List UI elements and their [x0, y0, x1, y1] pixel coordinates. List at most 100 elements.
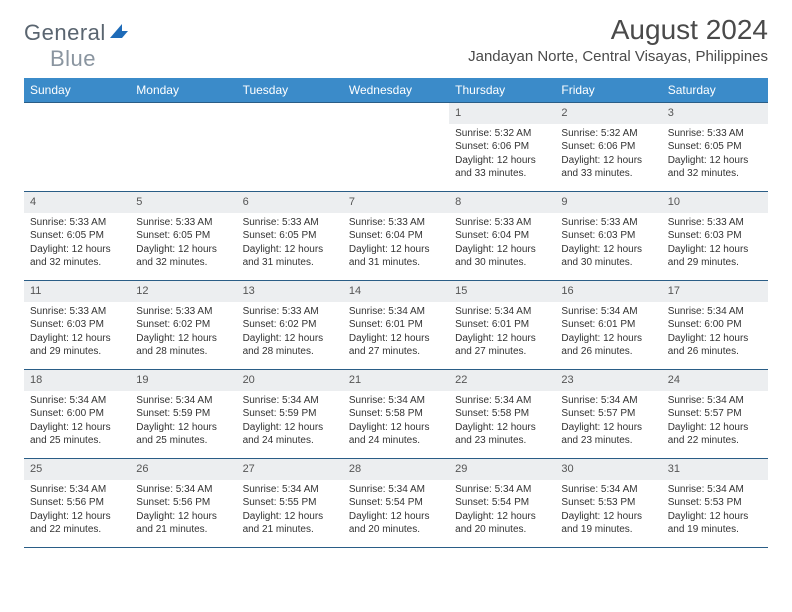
- daylight-line-1: Daylight: 12 hours: [30, 421, 124, 435]
- daylight-line-2: and 19 minutes.: [561, 523, 655, 537]
- sunset-line: Sunset: 5:59 PM: [243, 407, 337, 421]
- daylight-line-2: and 20 minutes.: [349, 523, 443, 537]
- day-body: Sunrise: 5:34 AMSunset: 5:58 PMDaylight:…: [449, 391, 555, 453]
- day-number: 18: [24, 370, 130, 391]
- day-cell: 25Sunrise: 5:34 AMSunset: 5:56 PMDayligh…: [24, 459, 130, 547]
- daylight-line-2: and 25 minutes.: [136, 434, 230, 448]
- day-body: Sunrise: 5:34 AMSunset: 5:56 PMDaylight:…: [24, 480, 130, 542]
- daylight-line-1: Daylight: 12 hours: [455, 243, 549, 257]
- day-body: Sunrise: 5:34 AMSunset: 6:01 PMDaylight:…: [555, 302, 661, 364]
- day-body: Sunrise: 5:33 AMSunset: 6:02 PMDaylight:…: [130, 302, 236, 364]
- day-number: 30: [555, 459, 661, 480]
- sunset-line: Sunset: 6:06 PM: [561, 140, 655, 154]
- day-number: 4: [24, 192, 130, 213]
- daylight-line-1: Daylight: 12 hours: [243, 510, 337, 524]
- sunrise-line: Sunrise: 5:34 AM: [455, 305, 549, 319]
- day-number: 9: [555, 192, 661, 213]
- day-cell: 5Sunrise: 5:33 AMSunset: 6:05 PMDaylight…: [130, 192, 236, 280]
- day-body: Sunrise: 5:34 AMSunset: 5:54 PMDaylight:…: [449, 480, 555, 542]
- day-cell: 19Sunrise: 5:34 AMSunset: 5:59 PMDayligh…: [130, 370, 236, 458]
- day-body: Sunrise: 5:34 AMSunset: 6:00 PMDaylight:…: [662, 302, 768, 364]
- day-number: 28: [343, 459, 449, 480]
- day-cell: 13Sunrise: 5:33 AMSunset: 6:02 PMDayligh…: [237, 281, 343, 369]
- week-row: 1Sunrise: 5:32 AMSunset: 6:06 PMDaylight…: [24, 103, 768, 192]
- day-number: 27: [237, 459, 343, 480]
- daylight-line-1: Daylight: 12 hours: [455, 332, 549, 346]
- sunset-line: Sunset: 6:05 PM: [30, 229, 124, 243]
- sunrise-line: Sunrise: 5:32 AM: [561, 127, 655, 141]
- day-number: 21: [343, 370, 449, 391]
- day-body: Sunrise: 5:34 AMSunset: 6:00 PMDaylight:…: [24, 391, 130, 453]
- daylight-line-1: Daylight: 12 hours: [136, 332, 230, 346]
- daylight-line-2: and 33 minutes.: [455, 167, 549, 181]
- day-cell: 18Sunrise: 5:34 AMSunset: 6:00 PMDayligh…: [24, 370, 130, 458]
- day-number: 29: [449, 459, 555, 480]
- sunrise-line: Sunrise: 5:34 AM: [243, 483, 337, 497]
- daylight-line-1: Daylight: 12 hours: [668, 332, 762, 346]
- sunset-line: Sunset: 6:03 PM: [668, 229, 762, 243]
- header: General Blue August 2024 Jandayan Norte,…: [24, 14, 768, 72]
- daylight-line-1: Daylight: 12 hours: [668, 510, 762, 524]
- day-number: 5: [130, 192, 236, 213]
- daylight-line-1: Daylight: 12 hours: [455, 421, 549, 435]
- day-cell: [237, 103, 343, 191]
- sunrise-line: Sunrise: 5:34 AM: [349, 394, 443, 408]
- day-cell: 27Sunrise: 5:34 AMSunset: 5:55 PMDayligh…: [237, 459, 343, 547]
- day-body: Sunrise: 5:34 AMSunset: 5:58 PMDaylight:…: [343, 391, 449, 453]
- day-number: 31: [662, 459, 768, 480]
- day-body: Sunrise: 5:33 AMSunset: 6:04 PMDaylight:…: [343, 213, 449, 275]
- sunset-line: Sunset: 6:05 PM: [243, 229, 337, 243]
- day-body: Sunrise: 5:34 AMSunset: 5:57 PMDaylight:…: [555, 391, 661, 453]
- dayname-row: Sunday Monday Tuesday Wednesday Thursday…: [24, 78, 768, 102]
- daylight-line-2: and 31 minutes.: [349, 256, 443, 270]
- day-number: 19: [130, 370, 236, 391]
- daylight-line-1: Daylight: 12 hours: [561, 154, 655, 168]
- daylight-line-1: Daylight: 12 hours: [561, 510, 655, 524]
- sunset-line: Sunset: 6:01 PM: [455, 318, 549, 332]
- day-number: 23: [555, 370, 661, 391]
- day-number: 22: [449, 370, 555, 391]
- sunset-line: Sunset: 6:01 PM: [349, 318, 443, 332]
- daylight-line-1: Daylight: 12 hours: [30, 243, 124, 257]
- day-cell: 16Sunrise: 5:34 AMSunset: 6:01 PMDayligh…: [555, 281, 661, 369]
- dayname: Wednesday: [343, 78, 449, 102]
- sunrise-line: Sunrise: 5:33 AM: [136, 305, 230, 319]
- day-body: Sunrise: 5:34 AMSunset: 5:53 PMDaylight:…: [662, 480, 768, 542]
- day-body: Sunrise: 5:34 AMSunset: 5:53 PMDaylight:…: [555, 480, 661, 542]
- brand-logo: General Blue: [24, 20, 128, 72]
- sunrise-line: Sunrise: 5:34 AM: [136, 483, 230, 497]
- daylight-line-1: Daylight: 12 hours: [243, 243, 337, 257]
- daylight-line-2: and 21 minutes.: [136, 523, 230, 537]
- dayname: Thursday: [449, 78, 555, 102]
- daylight-line-2: and 27 minutes.: [349, 345, 443, 359]
- day-number: [130, 103, 236, 124]
- daylight-line-2: and 22 minutes.: [668, 434, 762, 448]
- day-cell: 4Sunrise: 5:33 AMSunset: 6:05 PMDaylight…: [24, 192, 130, 280]
- day-cell: 15Sunrise: 5:34 AMSunset: 6:01 PMDayligh…: [449, 281, 555, 369]
- day-cell: 7Sunrise: 5:33 AMSunset: 6:04 PMDaylight…: [343, 192, 449, 280]
- daylight-line-2: and 32 minutes.: [136, 256, 230, 270]
- sunrise-line: Sunrise: 5:34 AM: [561, 483, 655, 497]
- day-body: Sunrise: 5:33 AMSunset: 6:03 PMDaylight:…: [24, 302, 130, 364]
- day-number: 24: [662, 370, 768, 391]
- day-number: [24, 103, 130, 124]
- daylight-line-1: Daylight: 12 hours: [668, 421, 762, 435]
- daylight-line-2: and 32 minutes.: [668, 167, 762, 181]
- day-number: 11: [24, 281, 130, 302]
- daylight-line-1: Daylight: 12 hours: [136, 510, 230, 524]
- day-number: 14: [343, 281, 449, 302]
- day-body: Sunrise: 5:34 AMSunset: 5:56 PMDaylight:…: [130, 480, 236, 542]
- brand-text: General Blue: [24, 20, 128, 72]
- day-body: Sunrise: 5:34 AMSunset: 6:01 PMDaylight:…: [343, 302, 449, 364]
- sunset-line: Sunset: 5:57 PM: [668, 407, 762, 421]
- daylight-line-1: Daylight: 12 hours: [30, 510, 124, 524]
- sunset-line: Sunset: 6:00 PM: [668, 318, 762, 332]
- daylight-line-1: Daylight: 12 hours: [668, 243, 762, 257]
- day-cell: 14Sunrise: 5:34 AMSunset: 6:01 PMDayligh…: [343, 281, 449, 369]
- day-cell: 24Sunrise: 5:34 AMSunset: 5:57 PMDayligh…: [662, 370, 768, 458]
- daylight-line-2: and 24 minutes.: [349, 434, 443, 448]
- sunrise-line: Sunrise: 5:33 AM: [668, 127, 762, 141]
- day-cell: 3Sunrise: 5:33 AMSunset: 6:05 PMDaylight…: [662, 103, 768, 191]
- sunrise-line: Sunrise: 5:33 AM: [30, 305, 124, 319]
- daylight-line-1: Daylight: 12 hours: [349, 243, 443, 257]
